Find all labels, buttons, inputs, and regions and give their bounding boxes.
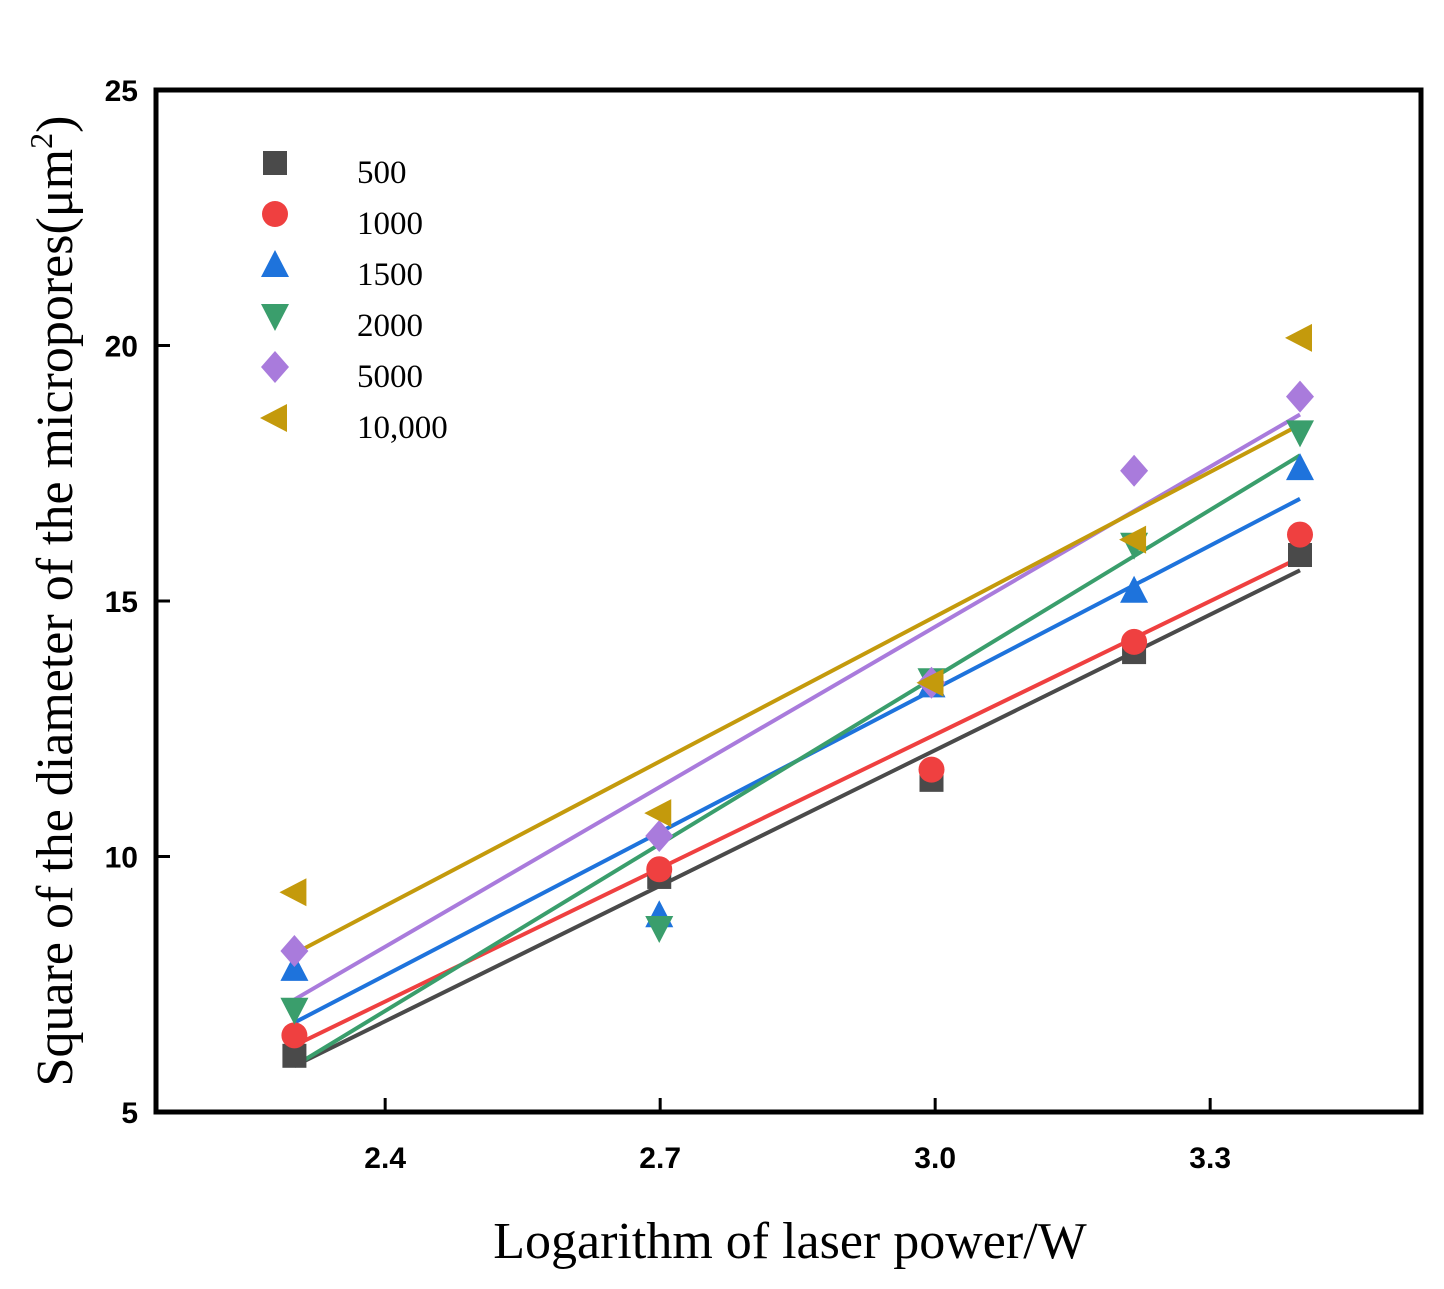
legend-label-1000: 1000 — [357, 206, 423, 242]
data-point-1500 — [1120, 575, 1149, 603]
legend-marker-2000 — [261, 304, 289, 331]
y-tick-label: 10 — [105, 842, 138, 875]
data-point-2000 — [280, 997, 309, 1025]
x-axis-title: Logarithm of laser power/W — [493, 1213, 1086, 1270]
data-point-10000 — [916, 668, 944, 697]
y-axis-title-main: Square of the diameter of the micropores… — [27, 149, 84, 1087]
data-point-1500 — [1286, 453, 1314, 481]
x-tick-label: 2.4 — [364, 1142, 406, 1175]
plot-frame — [153, 87, 1424, 1115]
legend-marker-10000 — [260, 404, 287, 432]
data-point-1000 — [646, 856, 673, 883]
legend-marker-1500 — [261, 250, 289, 277]
data-markers — [279, 323, 1314, 1068]
data-point-1000 — [918, 756, 945, 783]
y-axis-title-superscript: 2 — [23, 133, 59, 149]
legend-marker-500 — [263, 151, 287, 175]
y-tick-label: 25 — [105, 75, 138, 108]
fit-line-10000 — [293, 422, 1301, 956]
legend-label-5000: 5000 — [357, 359, 423, 395]
legend-label-10000: 10,000 — [357, 410, 448, 446]
data-point-10000 — [1119, 525, 1147, 554]
data-point-2000 — [1286, 420, 1314, 448]
legend-marker-5000 — [261, 351, 289, 383]
data-point-5000 — [1120, 454, 1149, 487]
data-point-1000 — [1121, 628, 1148, 655]
y-axis-title: Square of the diameter of the micropores… — [23, 116, 84, 1087]
x-tick-label: 3.3 — [1189, 1142, 1231, 1175]
fit-line-2000 — [293, 453, 1302, 1068]
data-point-5000 — [280, 935, 309, 968]
legend-label-1500: 1500 — [357, 257, 423, 293]
data-point-1000 — [1287, 521, 1313, 548]
x-tick-label: 3.0 — [914, 1142, 956, 1175]
data-point-1000 — [281, 1022, 308, 1049]
data-point-10000 — [644, 799, 672, 828]
data-point-2000 — [645, 916, 674, 944]
data-point-5000 — [645, 820, 674, 853]
axis-ticks: 2.4 2.7 3.0 3.3 5 10 15 20 25 — [105, 75, 1231, 1175]
y-axis-title-closing: ) — [27, 116, 84, 133]
legend-label-500: 500 — [357, 155, 407, 191]
y-tick-label: 15 — [105, 586, 138, 619]
data-point-10000 — [1285, 323, 1312, 352]
y-tick-label: 5 — [121, 1097, 138, 1130]
data-point-10000 — [279, 878, 307, 907]
data-point-1500 — [280, 953, 309, 981]
legend: 500 1000 1500 2000 5000 10,000 — [260, 151, 448, 446]
x-tick-label: 2.7 — [639, 1142, 681, 1175]
y-tick-label: 20 — [105, 331, 138, 364]
legend-label-2000: 2000 — [357, 308, 423, 344]
data-point-5000 — [1286, 380, 1314, 413]
legend-marker-1000 — [262, 201, 288, 227]
